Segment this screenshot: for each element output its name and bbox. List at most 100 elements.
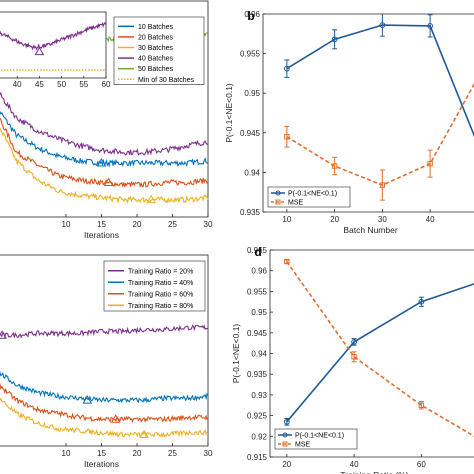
- min-marker: [82, 395, 93, 404]
- x-tick-label: 10: [282, 215, 291, 224]
- x-tick-label: 15: [97, 220, 106, 229]
- data-point: [351, 339, 357, 345]
- inset-x-tick-label: 45: [35, 80, 44, 89]
- series-line: [0, 397, 209, 439]
- y-tick-label: 0.92: [251, 432, 267, 441]
- legend-label: Training Ratio = 60%: [128, 291, 193, 298]
- y-tick-label: 0.925: [247, 412, 268, 421]
- data-point: [283, 418, 290, 425]
- legend-marker: [275, 190, 281, 196]
- y-tick-label: 0.935: [247, 370, 268, 379]
- y-tick-label: 0.96: [251, 267, 267, 276]
- series-line: [0, 91, 209, 156]
- x-axis-label: Iterations: [84, 459, 119, 469]
- series-mse: [284, 258, 474, 437]
- data-point: [351, 354, 357, 360]
- legend-label: P(-0.1<NE<0.1): [288, 191, 337, 198]
- x-tick-label: 60: [417, 460, 426, 469]
- x-tick-label: 15: [97, 449, 106, 458]
- y-tick-label: 0.955: [247, 287, 268, 296]
- legend-label: 20 Batches: [138, 34, 174, 41]
- series-mse: [284, 82, 474, 201]
- x-axis-label: Training Ratio (%): [340, 470, 408, 474]
- y-tick-label: 0.945: [247, 329, 268, 338]
- panel-letter: b: [247, 9, 254, 23]
- y-tick-label: 0.965: [247, 246, 268, 255]
- data-point: [331, 163, 338, 169]
- y-tick-label: 0.915: [247, 453, 268, 462]
- data-point: [427, 160, 433, 167]
- legend-label: Training Ratio = 40%: [128, 280, 193, 287]
- series-line: [286, 283, 474, 423]
- legend-marker: [282, 441, 288, 447]
- x-tick-label: 20: [330, 215, 339, 224]
- min-marker: [103, 177, 114, 186]
- legend-label: 30 Batches: [138, 45, 174, 52]
- x-axis-label: Iterations: [84, 230, 119, 240]
- panel-c: 10 15 20 25 30 Iterations Training Ratio = 20%…: [0, 254, 213, 469]
- inset-series-line: [0, 21, 107, 51]
- legend-label: Training Ratio = 80%: [128, 303, 193, 310]
- min-marker: [0, 330, 7, 339]
- y-tick-label: 0.955: [240, 50, 261, 59]
- y-tick-label: 0.94: [244, 168, 260, 177]
- inset-x-tick-label: 55: [79, 80, 88, 89]
- legend-box: [103, 260, 206, 312]
- data-point: [427, 22, 434, 29]
- series-probability: [283, 283, 474, 426]
- inset-x-tick-label: 60: [102, 80, 111, 89]
- inset-box: [0, 11, 107, 79]
- series-line: [286, 261, 474, 437]
- y-tick-label: 0.95: [244, 89, 260, 98]
- legend-marker: [282, 432, 288, 438]
- x-tick-label: 40: [426, 215, 435, 224]
- inset-min-marker: [34, 46, 45, 56]
- data-point: [379, 22, 386, 28]
- legend-box: [274, 428, 358, 450]
- y-tick-label: 0.94: [251, 350, 267, 359]
- x-tick-label: 20: [133, 220, 142, 229]
- legend-label: P(-0.1<NE<0.1): [295, 433, 344, 440]
- legend-label: Min of 30 Batches: [138, 77, 195, 84]
- x-tick-label: 20: [133, 449, 142, 458]
- series-line: [0, 117, 209, 189]
- data-point: [331, 36, 338, 43]
- y-axis-label: P(-0.1<NE<0.1): [231, 324, 241, 384]
- y-tick-label: 0.935: [240, 208, 261, 217]
- data-point: [284, 258, 290, 265]
- series-line: [0, 324, 209, 339]
- min-marker: [146, 194, 157, 204]
- legend-label: MSE: [288, 200, 304, 207]
- legend-label: MSE: [295, 442, 311, 449]
- legend-box: [267, 186, 351, 208]
- data-point: [379, 182, 386, 188]
- x-tick-label: 30: [204, 449, 213, 458]
- x-tick-label: 25: [168, 449, 177, 458]
- min-marker: [96, 157, 107, 167]
- y-axis-label: P(-0.1<NE<0.1): [224, 83, 234, 143]
- legend-label: 40 Batches: [138, 56, 174, 63]
- legend-box: [113, 16, 205, 85]
- series-probability: [283, 14, 474, 138]
- panel-a: 10 15 20 25 30 Iterations 40 45 50 55 60 10 Batches…: [0, 0, 213, 240]
- series-line: [0, 110, 209, 168]
- legend-label: 10 Batches: [138, 24, 174, 31]
- legend-label: Training Ratio = 20%: [128, 268, 193, 275]
- x-tick-label: 30: [204, 220, 213, 229]
- series-line: [0, 370, 209, 404]
- x-tick-label: 30: [378, 215, 387, 224]
- data-point: [418, 402, 425, 408]
- panel-b: 0.935 0.94 0.945 0.95 0.955 0.96 10 20 30 40 Batch…: [224, 9, 474, 235]
- x-tick-label: 10: [62, 220, 71, 229]
- data-point: [284, 134, 290, 140]
- x-tick-label: 10: [62, 449, 71, 458]
- panel-d: 0.915 0.92 0.925 0.93 0.935 0.94 0.945 0.95 0.95…: [231, 245, 474, 474]
- legend-label: 50 Batches: [138, 66, 174, 73]
- y-tick-label: 0.95: [251, 308, 267, 317]
- inset-x-tick-label: 40: [13, 80, 22, 89]
- series-line: [0, 382, 209, 424]
- x-tick-label: 20: [282, 460, 291, 469]
- min-marker: [139, 429, 149, 439]
- plot-area: [263, 14, 474, 212]
- x-tick-label: 25: [168, 220, 177, 229]
